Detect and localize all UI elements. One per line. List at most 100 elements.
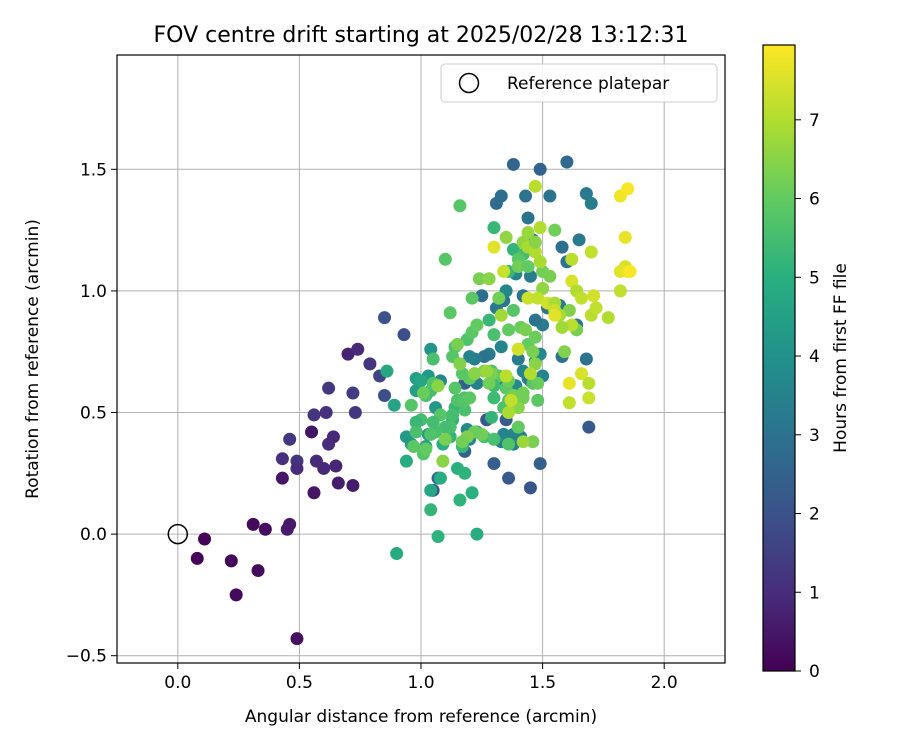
data-point (224, 554, 238, 568)
data-point (424, 503, 438, 517)
x-tick-label: 0.0 (164, 673, 191, 693)
data-point (307, 408, 321, 422)
data-point (526, 435, 540, 449)
data-point (521, 226, 535, 240)
data-point (579, 352, 593, 366)
data-point (531, 376, 545, 390)
data-point (283, 432, 297, 446)
data-point (494, 308, 508, 322)
data-point (587, 289, 601, 303)
data-point (438, 420, 452, 434)
data-point (397, 328, 411, 342)
data-point (589, 301, 603, 315)
data-point (198, 532, 212, 546)
data-point (521, 211, 535, 225)
colorbar-gradient (762, 44, 796, 672)
data-point (584, 245, 598, 259)
colorbar-tick-label: 4 (809, 347, 820, 367)
data-point (436, 454, 450, 468)
data-point (523, 269, 537, 283)
data-point (494, 189, 508, 203)
data-point (492, 291, 506, 305)
data-point (562, 396, 576, 410)
data-point (433, 471, 447, 485)
data-point (562, 376, 576, 390)
data-point (613, 284, 627, 298)
data-point (329, 459, 343, 473)
data-point (502, 406, 516, 420)
data-point (528, 330, 542, 344)
data-point (575, 367, 589, 381)
y-axis-label: Rotation from reference (arcmin) (23, 219, 43, 499)
data-point (487, 432, 501, 446)
data-point (533, 221, 547, 235)
data-point (453, 199, 467, 213)
data-point (326, 430, 340, 444)
data-point (458, 466, 472, 480)
data-point (450, 337, 464, 351)
data-point (487, 240, 501, 254)
data-point (528, 245, 542, 259)
data-point (511, 342, 525, 356)
data-point (480, 364, 494, 378)
data-point (424, 427, 438, 441)
data-point (404, 398, 418, 412)
data-point (322, 381, 336, 395)
colorbar-tick-label: 1 (809, 583, 820, 603)
data-point (519, 189, 533, 203)
data-point (446, 408, 460, 422)
data-point (543, 269, 557, 283)
data-point (582, 376, 596, 390)
data-point (351, 342, 365, 356)
data-point (346, 478, 360, 492)
data-points (190, 155, 637, 646)
data-point (390, 547, 404, 561)
y-tick-label: 0.5 (80, 404, 107, 424)
colorbar-label: Hours from first FF file (831, 263, 851, 453)
data-point (575, 291, 589, 305)
x-tick-label: 2.0 (651, 673, 678, 693)
y-tick-label: 0.0 (80, 525, 107, 545)
data-point (399, 454, 413, 468)
data-point (190, 551, 204, 565)
plot-frame (116, 54, 726, 664)
data-point (557, 345, 571, 359)
grid (117, 55, 725, 663)
data-point (528, 357, 542, 371)
legend-box (440, 63, 718, 103)
data-point (431, 530, 445, 544)
y-tick-label: 1.0 (80, 282, 107, 302)
data-point (506, 157, 520, 171)
colorbar-tick-label: 3 (809, 426, 820, 446)
data-point (419, 442, 433, 456)
data-point (533, 162, 547, 176)
data-point (426, 415, 440, 429)
data-point (502, 323, 516, 337)
data-point (584, 196, 598, 210)
data-point (528, 179, 542, 193)
data-point (331, 476, 345, 490)
x-axis: 0.0 0.5 1.0 1.5 2.0 (164, 663, 678, 693)
data-point (453, 493, 467, 507)
data-point (470, 527, 484, 541)
data-point (504, 393, 518, 407)
data-point (470, 318, 484, 332)
data-point (468, 367, 482, 381)
data-point (453, 357, 467, 371)
data-point (455, 435, 469, 449)
data-point (555, 240, 569, 254)
data-point (528, 313, 542, 327)
data-point (565, 318, 579, 332)
data-point (531, 393, 545, 407)
data-point (482, 272, 496, 286)
data-point (309, 454, 323, 468)
data-point (497, 427, 511, 441)
data-point (229, 588, 243, 602)
data-point (463, 391, 477, 405)
data-point (378, 388, 392, 402)
reference-platepar-marker (167, 523, 189, 545)
legend-marker-icon (458, 72, 480, 94)
data-point (477, 350, 491, 364)
data-point (443, 306, 457, 320)
